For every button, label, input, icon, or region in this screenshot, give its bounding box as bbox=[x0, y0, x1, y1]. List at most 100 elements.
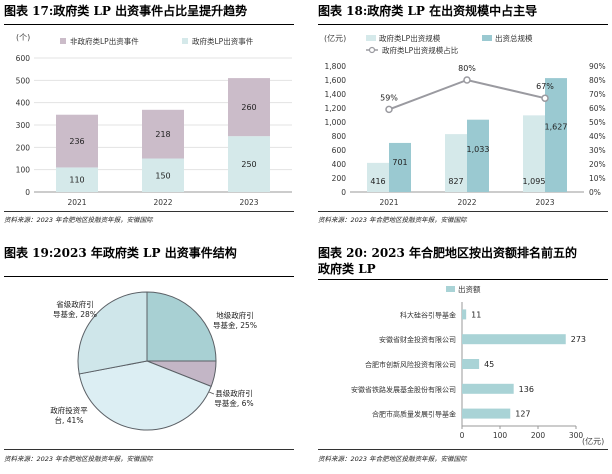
share-label: 59% bbox=[380, 93, 398, 102]
slice-label: 导基金, 28% bbox=[53, 309, 97, 319]
slice-label: 县级政府引 bbox=[215, 388, 253, 398]
y-tick-label: 100 bbox=[16, 166, 31, 175]
y2-tick-label: 90% bbox=[589, 62, 606, 71]
bar-segment bbox=[228, 78, 270, 137]
legend-swatch bbox=[60, 38, 66, 44]
data-label: 416 bbox=[370, 177, 385, 186]
data-label: 260 bbox=[241, 103, 256, 112]
y-tick-label: 600 bbox=[16, 54, 31, 63]
y-tick-label: 1,400 bbox=[325, 90, 347, 99]
x-tick-label: 2023 bbox=[239, 198, 258, 207]
slice-label: 省级政府引 bbox=[56, 299, 94, 309]
chart-title-17: 图表 17:政府类 LP 出资事件占比呈提升趋势 bbox=[4, 4, 248, 18]
data-label: 273 bbox=[571, 335, 586, 344]
y2-tick-label: 60% bbox=[589, 104, 606, 113]
x-tick-label: 2021 bbox=[67, 198, 86, 207]
legend-label: 出资额 bbox=[458, 284, 481, 294]
bar bbox=[462, 334, 566, 345]
data-label: 236 bbox=[69, 137, 84, 146]
leader-line bbox=[208, 391, 215, 395]
y2-tick-label: 20% bbox=[589, 160, 606, 169]
bar-segment bbox=[228, 136, 270, 192]
source-note-18: 资料来源：2023 年合肥地区投融资年报，安徽国际 bbox=[318, 216, 467, 224]
data-label: 218 bbox=[155, 130, 170, 139]
chart-17: (个) 非政府类LP出资事件 政府类LP出资事件 0 100 200 300 400 500… bbox=[16, 33, 292, 207]
y-tick-label: 500 bbox=[16, 76, 31, 85]
chart-title-20-line2: 政府类 LP bbox=[318, 262, 376, 277]
chart-title-18: 图表 18:政府类 LP 在出资规模中占主导 bbox=[318, 4, 538, 18]
y-axis-unit: (个) bbox=[16, 33, 30, 42]
legend-label: 非政府类LP出资事件 bbox=[70, 36, 139, 46]
y-tick-label: 800 bbox=[332, 132, 347, 141]
title-divider-20 bbox=[318, 279, 608, 280]
y-tick-label: 200 bbox=[332, 174, 347, 183]
bar-segment bbox=[142, 158, 184, 192]
y-axis-unit: (亿元) bbox=[324, 33, 346, 43]
share-marker bbox=[463, 76, 471, 84]
chart-20: (亿元) 出资额 0 100 200 300 11 科大硅谷引导基金 273 安徽省财金投资… bbox=[351, 284, 604, 446]
y2-tick-label: 80% bbox=[589, 76, 606, 85]
chart-title-20-rest: 府类 LP bbox=[330, 262, 376, 276]
legend-label: 政府类LP出资事件 bbox=[192, 36, 254, 46]
bar bbox=[545, 78, 567, 192]
bar bbox=[523, 115, 545, 192]
y2-tick-label: 40% bbox=[589, 132, 606, 141]
slice-label: 政府投资平 bbox=[50, 405, 88, 415]
y2-tick-label: 30% bbox=[589, 146, 606, 155]
data-label: 827 bbox=[448, 177, 463, 186]
x-axis-unit: (亿元) bbox=[582, 436, 604, 446]
data-label: 110 bbox=[69, 176, 84, 185]
chart-title-19: 图表 19:2023 年政府类 LP 出资事件结构 bbox=[4, 246, 237, 260]
bar bbox=[462, 408, 511, 419]
y-tick-label: 1,800 bbox=[325, 62, 347, 71]
pie-slice bbox=[78, 360, 212, 431]
data-label: 1,033 bbox=[467, 145, 490, 154]
x-tick-label: 2021 bbox=[379, 198, 398, 207]
data-label: 127 bbox=[515, 410, 530, 419]
data-label: 250 bbox=[241, 160, 256, 169]
data-label: 136 bbox=[519, 385, 534, 394]
source-note-19: 资料来源：2023 年合肥地区投融资年报，安徽国际 bbox=[4, 455, 153, 463]
data-label: 45 bbox=[484, 360, 494, 369]
source-note-20: 资料来源：2023 年合肥地区投融资年报，安徽国际 bbox=[318, 455, 467, 463]
y2-tick-label: 70% bbox=[589, 90, 606, 99]
category-label: 合肥市创新风险投资有限公司 bbox=[365, 360, 456, 369]
share-marker bbox=[385, 105, 393, 114]
x-tick-label: 2023 bbox=[535, 198, 554, 207]
legend-label: 政府类LP出资规模占比 bbox=[382, 45, 459, 55]
pie-slice bbox=[146, 291, 217, 362]
bar-segment bbox=[142, 109, 184, 159]
bar-segment bbox=[56, 114, 98, 168]
y-tick-label: 0 bbox=[341, 188, 346, 197]
bar bbox=[467, 119, 489, 192]
legend-swatch bbox=[482, 35, 492, 41]
x-tick-label: 100 bbox=[493, 431, 508, 440]
bar bbox=[389, 142, 411, 192]
legend-swatch bbox=[446, 286, 455, 292]
data-label: 150 bbox=[155, 171, 170, 180]
y-tick-label: 400 bbox=[332, 160, 347, 169]
y-tick-label: 1,600 bbox=[325, 76, 347, 85]
pie-slice bbox=[77, 291, 148, 375]
legend-label: 出资总规模 bbox=[495, 33, 533, 43]
legend-swatch bbox=[366, 35, 376, 41]
legend-marker bbox=[368, 46, 376, 54]
data-label: 701 bbox=[392, 158, 407, 167]
slice-label: 台, 41% bbox=[55, 415, 84, 425]
share-label: 67% bbox=[536, 82, 554, 91]
bar-segment bbox=[56, 167, 98, 192]
x-tick-label: 2022 bbox=[153, 198, 172, 207]
y2-tick-label: 10% bbox=[589, 174, 606, 183]
y-tick-label: 1,200 bbox=[325, 104, 347, 113]
data-label: 11 bbox=[471, 310, 481, 319]
y-tick-label: 300 bbox=[16, 121, 31, 130]
bar bbox=[445, 134, 467, 192]
x-tick-label: 200 bbox=[531, 431, 546, 440]
y-tick-label: 0 bbox=[25, 188, 30, 197]
share-label: 80% bbox=[458, 64, 476, 73]
slice-label: 导基金, 6% bbox=[214, 398, 253, 408]
share-line bbox=[388, 78, 546, 111]
bar bbox=[462, 309, 467, 320]
category-label: 科大硅谷引导基金 bbox=[400, 310, 456, 319]
